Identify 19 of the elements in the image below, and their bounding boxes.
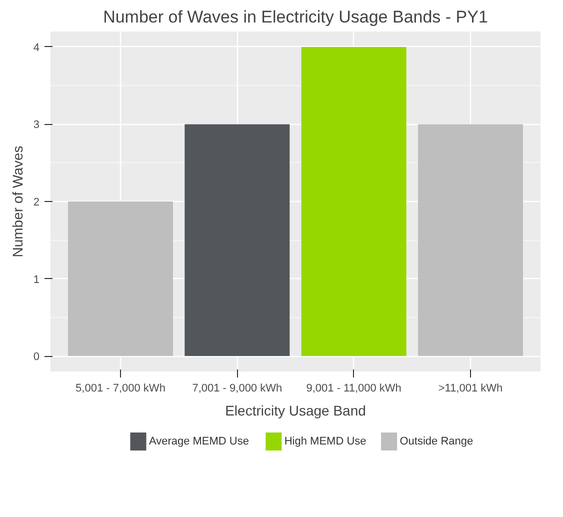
legend-label: High MEMD Use bbox=[284, 436, 366, 448]
bar bbox=[184, 124, 290, 356]
x-axis-title: Electricity Usage Band bbox=[225, 402, 366, 418]
x-tick-label: 7,001 - 9,000 kWh bbox=[192, 382, 282, 394]
y-tick-label: 3 bbox=[33, 119, 40, 132]
legend-label: Outside Range bbox=[400, 436, 474, 448]
x-tick-label: 9,001 - 11,000 kWh bbox=[306, 382, 402, 394]
y-tick-label: 1 bbox=[33, 274, 40, 286]
x-tick-label: 5,001 - 7,000 kWh bbox=[76, 382, 166, 394]
bar bbox=[418, 124, 523, 356]
y-axis-title: Number of Waves bbox=[9, 146, 26, 258]
x-tick-label: >11,001 kWh bbox=[438, 382, 503, 394]
bar bbox=[68, 202, 173, 356]
chart-title: Number of Waves in Electricity Usage Bands - PY1 bbox=[103, 8, 488, 26]
bar bbox=[301, 46, 406, 356]
legend-label: Average MEMD Use bbox=[148, 436, 250, 448]
y-tick-label: 2 bbox=[33, 196, 40, 208]
y-tick-label: 0 bbox=[33, 351, 40, 364]
y-tick-label: 4 bbox=[33, 42, 40, 54]
